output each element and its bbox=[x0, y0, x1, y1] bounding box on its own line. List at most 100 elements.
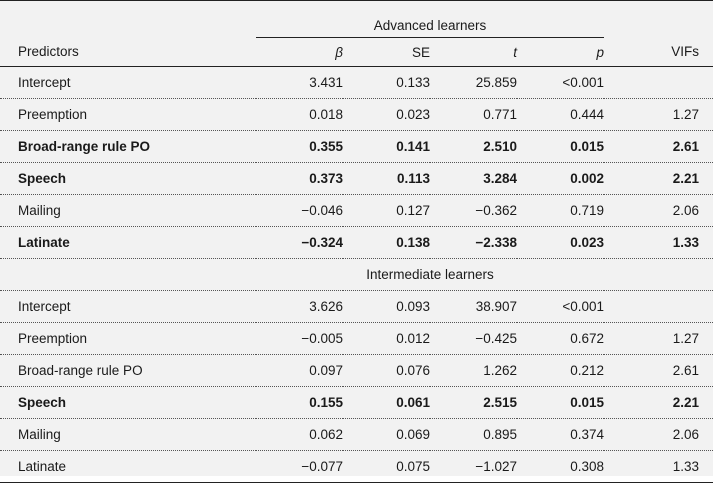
cell-vif: 2.61 bbox=[604, 354, 713, 387]
cell-p: 0.023 bbox=[517, 226, 604, 259]
cell-vif: 2.06 bbox=[604, 194, 713, 227]
table-row: Intercept 3.431 0.133 25.859 <0.001 bbox=[0, 66, 713, 99]
table-row: Speech 0.373 0.113 3.284 0.002 2.21 bbox=[0, 162, 713, 195]
subheading-spacer-right bbox=[604, 258, 713, 291]
group-header-spacer-right bbox=[604, 1, 713, 38]
cell-t: −0.425 bbox=[430, 322, 517, 355]
advanced-section: Intercept 3.431 0.133 25.859 <0.001 Preemptio… bbox=[0, 66, 713, 259]
table-row: Preemption −0.005 0.012 −0.425 0.672 1.27 bbox=[0, 322, 713, 355]
cell-t: −2.338 bbox=[430, 226, 517, 259]
cell-beta: 3.431 bbox=[256, 66, 343, 99]
cell-vif: 1.27 bbox=[604, 322, 713, 355]
col-header-t: t bbox=[430, 37, 517, 67]
cell-predictor: Broad-range rule PO bbox=[0, 130, 256, 163]
col-header-se: SE bbox=[343, 37, 430, 67]
group-header-spacer bbox=[0, 1, 256, 38]
group-header-row: Advanced learners bbox=[0, 0, 713, 38]
col-header-vifs: VIFs bbox=[604, 37, 713, 67]
cell-p: 0.212 bbox=[517, 354, 604, 387]
cell-vif: 1.33 bbox=[604, 450, 713, 483]
cell-se: 0.113 bbox=[343, 162, 430, 195]
cell-predictor: Preemption bbox=[0, 322, 256, 355]
cell-beta: 0.062 bbox=[256, 418, 343, 451]
cell-se: 0.133 bbox=[343, 66, 430, 99]
cell-se: 0.127 bbox=[343, 194, 430, 227]
cell-beta: 3.626 bbox=[256, 290, 343, 323]
cell-p: <0.001 bbox=[517, 290, 604, 323]
cell-vif bbox=[604, 290, 713, 323]
group-heading-advanced: Advanced learners bbox=[256, 0, 604, 38]
cell-predictor: Broad-range rule PO bbox=[0, 354, 256, 387]
cell-se: 0.061 bbox=[343, 386, 430, 419]
cell-t: 38.907 bbox=[430, 290, 517, 323]
cell-t: 2.515 bbox=[430, 386, 517, 419]
table-row: Broad-range rule PO 0.355 0.141 2.510 0.015 2… bbox=[0, 130, 713, 163]
cell-se: 0.075 bbox=[343, 450, 430, 483]
cell-predictor: Preemption bbox=[0, 98, 256, 131]
cell-t: 0.895 bbox=[430, 418, 517, 451]
column-header-row: Predictors β SE t p VIFs bbox=[0, 37, 713, 67]
cell-se: 0.069 bbox=[343, 418, 430, 451]
cell-t: 0.771 bbox=[430, 98, 517, 131]
cell-beta: 0.373 bbox=[256, 162, 343, 195]
subheading-row: Intermediate learners bbox=[0, 258, 713, 291]
cell-beta: −0.046 bbox=[256, 194, 343, 227]
cell-predictor: Mailing bbox=[0, 194, 256, 227]
cell-se: 0.023 bbox=[343, 98, 430, 131]
col-header-p: p bbox=[517, 37, 604, 67]
cell-beta: 0.097 bbox=[256, 354, 343, 387]
cell-beta: −0.077 bbox=[256, 450, 343, 483]
cell-vif: 2.21 bbox=[604, 162, 713, 195]
table-row: Latinate −0.077 0.075 −1.027 0.308 1.33 bbox=[0, 450, 713, 483]
cell-p: 0.672 bbox=[517, 322, 604, 355]
cell-beta: 0.018 bbox=[256, 98, 343, 131]
cell-beta: −0.005 bbox=[256, 322, 343, 355]
cell-se: 0.012 bbox=[343, 322, 430, 355]
cell-predictor: Intercept bbox=[0, 290, 256, 323]
cell-p: 0.308 bbox=[517, 450, 604, 483]
table-row: Preemption 0.018 0.023 0.771 0.444 1.27 bbox=[0, 98, 713, 131]
cell-p: 0.444 bbox=[517, 98, 604, 131]
cell-beta: 0.355 bbox=[256, 130, 343, 163]
table-row: Speech 0.155 0.061 2.515 0.015 2.21 bbox=[0, 386, 713, 419]
table-row: Mailing −0.046 0.127 −0.362 0.719 2.06 bbox=[0, 194, 713, 227]
cell-t: −0.362 bbox=[430, 194, 517, 227]
cell-p: 0.015 bbox=[517, 386, 604, 419]
cell-predictor: Mailing bbox=[0, 418, 256, 451]
cell-vif: 2.21 bbox=[604, 386, 713, 419]
cell-predictor: Latinate bbox=[0, 226, 256, 259]
cell-se: 0.093 bbox=[343, 290, 430, 323]
table-row: Latinate −0.324 0.138 −2.338 0.023 1.33 bbox=[0, 226, 713, 259]
subheading-spacer bbox=[0, 258, 256, 291]
cell-t: 1.262 bbox=[430, 354, 517, 387]
group-heading-intermediate: Intermediate learners bbox=[256, 258, 604, 291]
cell-t: 25.859 bbox=[430, 66, 517, 99]
cell-vif: 1.33 bbox=[604, 226, 713, 259]
cell-predictor: Speech bbox=[0, 162, 256, 195]
cell-t: 3.284 bbox=[430, 162, 517, 195]
cell-beta: 0.155 bbox=[256, 386, 343, 419]
cell-predictor: Latinate bbox=[0, 450, 256, 483]
cell-se: 0.076 bbox=[343, 354, 430, 387]
cell-vif: 2.06 bbox=[604, 418, 713, 451]
table-row: Intercept 3.626 0.093 38.907 <0.001 bbox=[0, 290, 713, 323]
cell-se: 0.138 bbox=[343, 226, 430, 259]
cell-p: 0.015 bbox=[517, 130, 604, 163]
col-header-beta: β bbox=[256, 37, 343, 67]
cell-predictor: Intercept bbox=[0, 66, 256, 99]
cell-vif: 1.27 bbox=[604, 98, 713, 131]
table-row: Broad-range rule PO 0.097 0.076 1.262 0.212 2… bbox=[0, 354, 713, 387]
col-header-predictors: Predictors bbox=[0, 37, 256, 67]
cell-p: <0.001 bbox=[517, 66, 604, 99]
cell-t: −1.027 bbox=[430, 450, 517, 483]
cell-se: 0.141 bbox=[343, 130, 430, 163]
cell-p: 0.374 bbox=[517, 418, 604, 451]
cell-vif: 2.61 bbox=[604, 130, 713, 163]
cell-p: 0.002 bbox=[517, 162, 604, 195]
cell-t: 2.510 bbox=[430, 130, 517, 163]
cell-beta: −0.324 bbox=[256, 226, 343, 259]
intermediate-section: Intercept 3.626 0.093 38.907 <0.001 Preemptio… bbox=[0, 290, 713, 483]
table-row: Mailing 0.062 0.069 0.895 0.374 2.06 bbox=[0, 418, 713, 451]
